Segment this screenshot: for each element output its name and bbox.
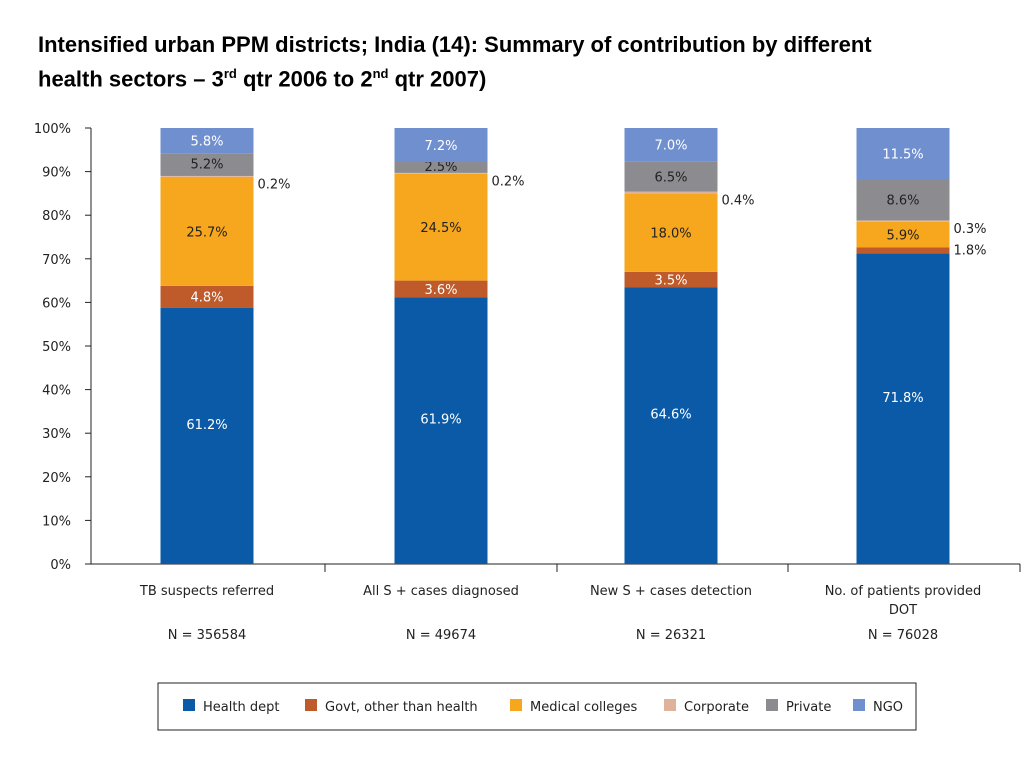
data-label: 1.8% [954, 244, 987, 259]
data-label: 3.6% [424, 283, 457, 298]
title-line-2: health sectors – 3rd qtr 2006 to 2nd qtr… [38, 59, 1018, 93]
legend-label: Health dept [203, 700, 279, 715]
legend-swatch [510, 699, 522, 711]
bar-segment [394, 172, 488, 174]
bar-segment [394, 297, 488, 564]
data-label: 71.8% [882, 391, 923, 406]
x-category-n-label: N = 76028 [868, 628, 938, 643]
bar-segment [160, 175, 254, 177]
y-tick-label: 90% [42, 166, 71, 181]
legend-label: Corporate [684, 700, 749, 715]
bar-segment [624, 193, 718, 272]
data-label: 2.5% [424, 160, 457, 175]
bar-segment [624, 287, 718, 564]
data-label: 5.2% [190, 158, 223, 173]
x-category-n-label: N = 49674 [406, 628, 476, 643]
bar-segment [624, 191, 718, 194]
bar-segment [160, 176, 254, 286]
x-category-label: All S + cases diagnosed [363, 584, 519, 599]
y-tick-label: 10% [42, 514, 71, 529]
y-tick-label: 80% [42, 209, 71, 224]
bar-segment [160, 285, 254, 308]
legend-label: Private [786, 700, 831, 715]
legend-swatch [183, 699, 195, 711]
x-category-n-label: N = 26321 [636, 628, 706, 643]
y-tick-label: 100% [34, 122, 71, 137]
title-line-2-part-a: health sectors – 3 [38, 66, 224, 92]
bar-segment [394, 280, 488, 298]
y-tick-label: 70% [42, 253, 71, 268]
y-tick-label: 40% [42, 384, 71, 399]
title-line-1: Intensified urban PPM districts; India (… [38, 32, 872, 57]
x-category-n-label: N = 356584 [168, 628, 247, 643]
data-label: 11.5% [882, 148, 923, 163]
bar-segment [856, 220, 950, 222]
legend-swatch [664, 699, 676, 711]
data-label: 4.8% [190, 291, 223, 306]
data-label: 7.0% [654, 139, 687, 154]
legend-swatch [766, 699, 778, 711]
data-label: 7.2% [424, 139, 457, 154]
legend-box [157, 682, 917, 731]
legend-label: NGO [873, 700, 903, 715]
y-tick-label: 60% [42, 296, 71, 311]
data-label: 61.2% [186, 418, 227, 433]
x-category-label: No. of patients provided [825, 584, 982, 599]
legend-swatch [853, 699, 865, 711]
bar-segment [856, 179, 950, 221]
data-label: 3.5% [654, 274, 687, 289]
data-label: 0.2% [492, 174, 525, 189]
legend-label: Govt, other than health [325, 700, 478, 715]
data-label: 0.3% [954, 222, 987, 237]
data-label: 0.2% [258, 177, 291, 192]
data-label: 25.7% [186, 225, 227, 240]
data-label: 5.9% [886, 229, 919, 244]
bar-segment [856, 247, 950, 254]
title-superscript-2: nd [372, 66, 389, 81]
data-label: 24.5% [420, 221, 461, 236]
bar-segment [394, 162, 488, 173]
bar-segment [856, 221, 950, 248]
title-line-2-part-c: qtr 2007) [388, 66, 487, 92]
bar-segment [394, 128, 488, 163]
data-label: 5.8% [190, 135, 223, 150]
data-label: 0.4% [722, 194, 755, 209]
legend-swatch [305, 699, 317, 711]
data-label: 8.6% [886, 194, 919, 209]
data-label: 64.6% [650, 408, 691, 423]
x-category-label: DOT [889, 603, 917, 618]
data-label: 61.9% [420, 413, 461, 428]
data-label: 6.5% [654, 170, 687, 185]
bar-segment [856, 128, 950, 180]
y-tick-label: 0% [50, 558, 71, 573]
bar-segment [160, 307, 254, 564]
title-line-2-part-b: qtr 2006 to 2 [236, 66, 373, 92]
legend-label: Medical colleges [530, 700, 638, 715]
title-superscript-1: rd [223, 66, 237, 81]
bar-segment [394, 173, 488, 281]
x-category-label: TB suspects referred [139, 584, 274, 599]
bar-segment [856, 253, 950, 564]
bar-segment [624, 161, 718, 192]
x-category-label: New S + cases detection [590, 584, 752, 599]
chart-title: Intensified urban PPM districts; India (… [38, 30, 1018, 93]
y-tick-label: 20% [42, 471, 71, 486]
bar-segment [160, 153, 254, 176]
bar-segment [624, 271, 718, 288]
bar-segment [160, 128, 254, 154]
y-tick-label: 30% [42, 427, 71, 442]
data-label: 18.0% [650, 227, 691, 242]
bar-segment [624, 128, 718, 162]
y-tick-label: 50% [42, 340, 71, 355]
